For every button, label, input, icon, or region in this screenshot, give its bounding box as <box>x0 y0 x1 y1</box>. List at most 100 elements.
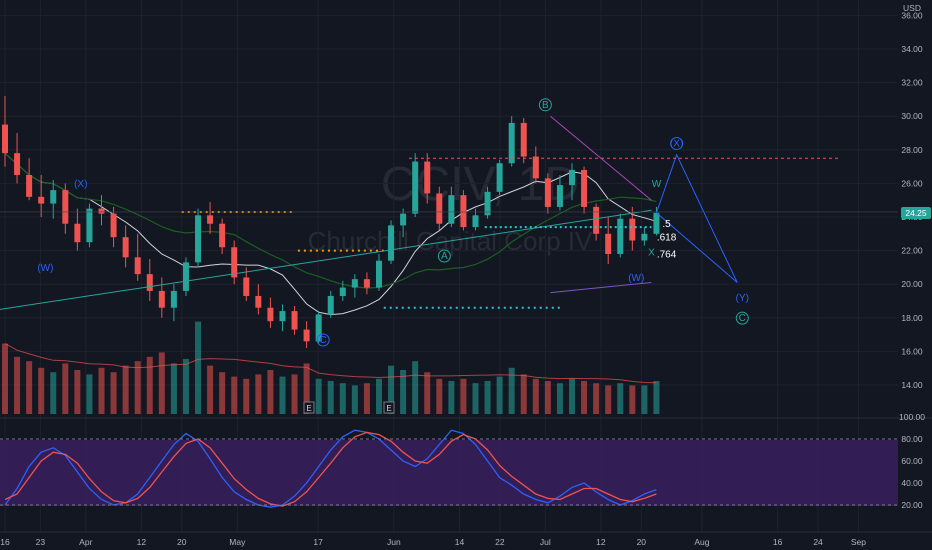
time-tick-label: Aug <box>694 537 709 547</box>
candle-body <box>448 195 455 224</box>
volume-bar <box>38 367 45 414</box>
candle-body <box>472 215 479 228</box>
volume-bar <box>629 385 636 414</box>
candle-body <box>351 279 358 288</box>
price-axis[interactable] <box>898 0 932 550</box>
wave-label-circle <box>670 136 684 150</box>
candle-body <box>424 161 431 194</box>
candle-body <box>593 206 600 234</box>
trend-line <box>0 209 652 310</box>
volume-bar <box>339 383 346 414</box>
price-tick-label: 16.00 <box>901 346 923 356</box>
stochastic-oscillator <box>0 429 898 508</box>
volume-bar <box>62 363 69 414</box>
volume-bar <box>388 365 395 414</box>
wave-label: (X) <box>74 179 87 190</box>
stoch-tick-label: 80.00 <box>901 434 923 444</box>
candle-body <box>581 169 588 207</box>
candle-body <box>436 193 443 224</box>
stoch-tick-label: 100.00 <box>899 412 925 422</box>
earnings-marker-label: E <box>306 404 311 413</box>
time-tick-label: May <box>229 537 246 547</box>
last-price-label: 24.25 <box>905 208 927 218</box>
currency-label: USD <box>903 3 921 13</box>
volume-bar <box>327 381 334 414</box>
candle-body <box>617 218 624 254</box>
candlesticks[interactable] <box>2 96 660 349</box>
ma-long-line <box>4 152 657 289</box>
price-tick-label: 26.00 <box>901 178 923 188</box>
candle-body <box>556 185 563 207</box>
candle-body <box>520 122 527 157</box>
wave-label: (W) <box>628 273 644 284</box>
wave-label-circle <box>735 311 749 325</box>
volume-bar <box>86 374 93 414</box>
wave-label: W <box>652 179 662 190</box>
volume-bar <box>569 378 576 414</box>
candle-body <box>134 257 141 275</box>
volume-bar <box>2 343 8 414</box>
candle-body <box>339 287 346 296</box>
volume-ma-line <box>4 343 657 384</box>
wave-label: A <box>441 251 448 262</box>
candle-body <box>207 215 214 224</box>
wave-label: .5 <box>662 219 671 230</box>
wave-label: B <box>542 100 549 111</box>
volume-bar <box>641 385 648 414</box>
volume-bar <box>50 372 57 414</box>
wave-label: (Y) <box>736 293 749 304</box>
candle-body <box>74 223 81 243</box>
price-tick-label: 30.00 <box>901 111 923 121</box>
candle-body <box>255 295 262 308</box>
stoch-tick-label: 60.00 <box>901 456 923 466</box>
candle-body <box>195 215 202 263</box>
candle-body <box>460 195 467 228</box>
time-tick-label: 16 <box>0 537 10 547</box>
wave-label-circle <box>538 98 552 112</box>
candle-body <box>219 223 226 248</box>
drawing-tools[interactable] <box>0 115 898 310</box>
volume-bar <box>593 383 600 414</box>
stoch-axis-ticks: 20.00 40.00 60.00 80.00 100.00 <box>899 412 925 510</box>
volume-bar <box>400 370 407 414</box>
volume-bar <box>146 356 153 414</box>
volume-bar <box>231 376 238 414</box>
stoch-band <box>0 440 898 506</box>
volume-bar <box>122 365 129 414</box>
volume-bar <box>291 374 298 414</box>
volume-bar <box>134 361 141 414</box>
stoch-tick-label: 40.00 <box>901 478 923 488</box>
earnings-marker <box>383 401 395 414</box>
projection-path <box>656 212 738 283</box>
volume-bar <box>158 352 165 414</box>
volume-bar <box>363 383 370 414</box>
candle-body <box>14 153 21 175</box>
stoch-d-line <box>4 431 657 507</box>
volume-bar <box>412 361 419 414</box>
volume-bar <box>170 363 177 414</box>
volume-bar <box>472 383 479 414</box>
volume-bar <box>484 381 491 414</box>
channel-line <box>550 282 652 294</box>
candle-body <box>98 208 105 214</box>
time-axis[interactable]: 16 23 Apr 12 20 May 17 Jun 14 22 Jul 12 20 Aug 16 24 Sep <box>0 537 866 547</box>
candle-body <box>62 190 69 224</box>
candle-body <box>496 163 503 192</box>
time-tick-label: 20 <box>177 537 187 547</box>
volume-bar <box>436 378 443 414</box>
candle-body <box>303 329 310 342</box>
candle-body <box>122 237 129 258</box>
volume-bar <box>243 378 250 414</box>
candle-body <box>231 247 238 278</box>
time-tick-label: 24 <box>813 537 823 547</box>
volume-bar <box>255 374 262 414</box>
volume-bar <box>544 381 551 414</box>
price-tick-label: 20.00 <box>901 279 923 289</box>
wave-label: C <box>320 335 327 346</box>
volume-bar <box>279 376 286 414</box>
candle-body <box>400 213 407 226</box>
volume-bar <box>532 378 539 414</box>
volume-bar <box>520 374 527 414</box>
price-tick-label: 14.00 <box>901 380 923 390</box>
